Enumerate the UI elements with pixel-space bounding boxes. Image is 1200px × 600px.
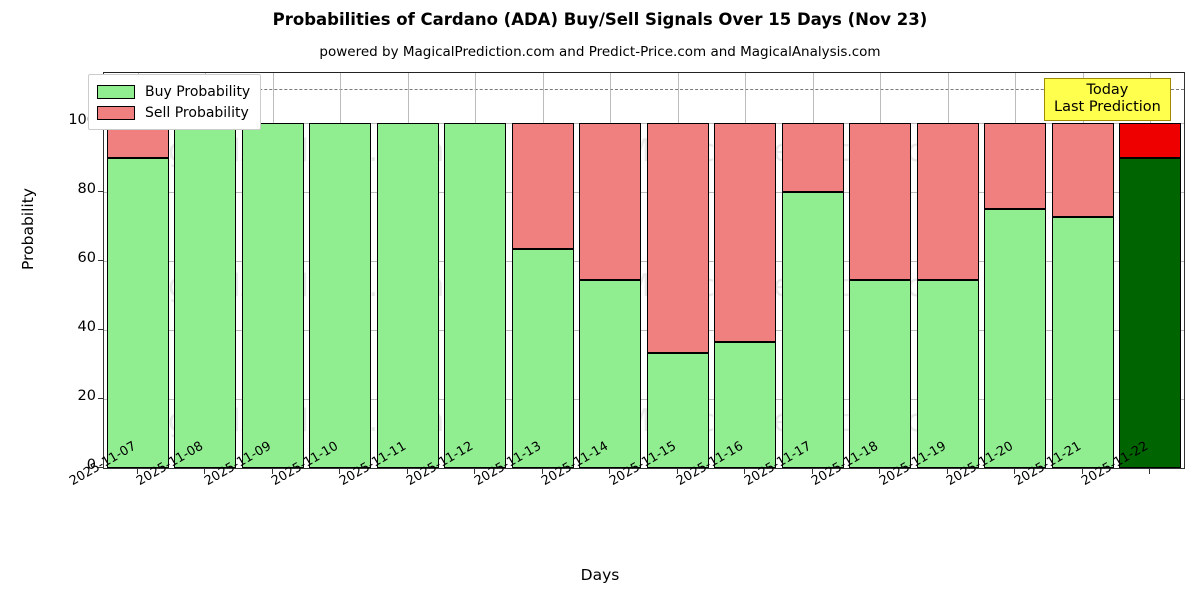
bar-segment-sell[interactable] <box>511 123 574 249</box>
bar-segment-buy[interactable] <box>444 123 507 468</box>
bar-group[interactable] <box>781 73 844 468</box>
legend-swatch-sell <box>97 105 135 120</box>
x-tick-mark <box>609 469 611 474</box>
y-tick-mark <box>98 260 103 261</box>
bar-group[interactable] <box>714 73 777 468</box>
y-gridline <box>104 330 1184 331</box>
y-gridline <box>104 399 1184 400</box>
bar-segment-sell[interactable] <box>916 123 979 280</box>
bar-group[interactable] <box>579 73 642 468</box>
chart-legend: Buy Probability Sell Probability <box>88 74 262 130</box>
y-tick-mark <box>98 467 103 468</box>
bar-segment-sell[interactable] <box>714 123 777 343</box>
bar-segment-buy[interactable] <box>849 280 912 468</box>
bar-segment-buy[interactable] <box>309 123 372 468</box>
reference-dashed-line <box>104 88 1184 90</box>
bar-group[interactable] <box>376 73 439 468</box>
legend-label-sell: Sell Probability <box>145 104 249 121</box>
y-axis-label: Probability <box>19 188 37 270</box>
bar-segment-buy[interactable] <box>241 123 304 468</box>
bar-segment-buy[interactable] <box>714 342 777 468</box>
bar-group[interactable] <box>1119 73 1182 468</box>
bar-segment-buy[interactable] <box>916 280 979 468</box>
bar-group[interactable] <box>309 73 372 468</box>
x-tick-mark <box>1081 469 1083 474</box>
bar-group[interactable] <box>106 73 169 468</box>
y-gridline <box>104 192 1184 194</box>
x-axis-label: Days <box>580 566 620 584</box>
x-tick-mark <box>406 469 408 474</box>
y-tick-label: 40 <box>77 319 96 335</box>
bar-segment-buy[interactable] <box>376 123 439 468</box>
y-gridline <box>104 123 1184 125</box>
y-tick-label: 0 <box>86 457 96 473</box>
x-tick-mark <box>541 469 543 474</box>
bar-group[interactable] <box>1051 73 1114 468</box>
bar-segment-sell[interactable] <box>984 123 1047 210</box>
bar-segment-sell[interactable] <box>1119 123 1182 158</box>
legend-label-buy: Buy Probability <box>145 83 251 100</box>
x-tick-mark <box>946 469 948 474</box>
x-tick-mark <box>1014 469 1016 474</box>
x-tick-mark <box>1149 469 1151 474</box>
bar-segment-buy[interactable] <box>984 209 1047 468</box>
x-tick-mark <box>204 469 206 474</box>
y-tick-label: 100 <box>68 112 96 129</box>
bar-segment-buy[interactable] <box>106 157 169 468</box>
today-annotation-line2: Last Prediction <box>1054 98 1161 115</box>
x-tick-mark <box>744 469 746 474</box>
bar-group[interactable] <box>916 73 979 468</box>
y-gridline <box>104 261 1184 262</box>
bar-group[interactable] <box>984 73 1047 468</box>
x-tick-mark <box>271 469 273 474</box>
today-annotation: Today Last Prediction <box>1044 78 1171 121</box>
bar-segment-buy[interactable] <box>511 248 574 468</box>
plot-area: MagicalAnalysis.comMagicalPrediction.com… <box>103 72 1185 469</box>
y-tick-mark <box>98 398 103 399</box>
legend-item-buy[interactable]: Buy Probability <box>97 81 250 102</box>
bar-segment-sell[interactable] <box>781 123 844 193</box>
bar-segment-sell[interactable] <box>1051 123 1114 218</box>
chart-title: Probabilities of Cardano (ADA) Buy/Sell … <box>272 10 928 29</box>
bar-segment-buy[interactable] <box>781 192 844 468</box>
bar-group[interactable] <box>444 73 507 468</box>
bar-segment-sell[interactable] <box>579 123 642 280</box>
legend-item-sell[interactable]: Sell Probability <box>97 102 250 123</box>
bar-segment-buy[interactable] <box>174 123 237 468</box>
x-tick-mark <box>879 469 881 474</box>
x-tick-mark <box>339 469 341 474</box>
bar-segment-buy[interactable] <box>1119 157 1182 468</box>
bar-group[interactable] <box>849 73 912 468</box>
today-annotation-line1: Today <box>1086 82 1129 98</box>
bar-group[interactable] <box>174 73 237 468</box>
y-tick-label: 80 <box>77 181 96 198</box>
x-tick-mark <box>474 469 476 474</box>
x-tick-mark <box>811 469 813 474</box>
bar-segment-sell[interactable] <box>646 123 709 354</box>
x-tick-mark <box>676 469 678 474</box>
bar-segment-sell[interactable] <box>849 123 912 280</box>
x-tick-mark <box>136 469 138 474</box>
bar-segment-buy[interactable] <box>579 280 642 468</box>
chart-subtitle: powered by MagicalPrediction.com and Pre… <box>319 44 881 60</box>
y-tick-label: 20 <box>77 388 96 404</box>
legend-swatch-buy <box>97 84 135 99</box>
bar-segment-buy[interactable] <box>646 353 709 468</box>
bar-segment-buy[interactable] <box>1051 217 1114 468</box>
bar-group[interactable] <box>646 73 709 468</box>
y-tick-mark <box>98 329 103 330</box>
y-tick-mark <box>98 191 103 193</box>
bar-group[interactable] <box>511 73 574 468</box>
y-tick-label: 60 <box>77 250 96 266</box>
bar-group[interactable] <box>241 73 304 468</box>
